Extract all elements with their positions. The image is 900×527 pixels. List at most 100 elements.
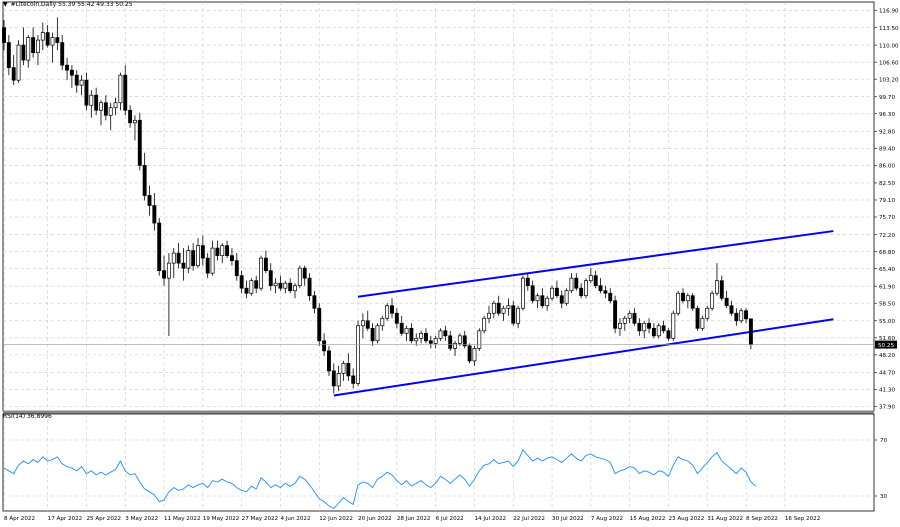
candle <box>11 55 16 86</box>
candle-body-down <box>399 322 404 334</box>
candle-body-up <box>380 317 385 327</box>
candle-body-down <box>690 295 695 309</box>
time-tick-label: 8 Apr 2022 <box>4 516 35 522</box>
candle-body-up <box>501 307 506 314</box>
time-tick-label: 11 May 2022 <box>164 516 200 522</box>
candle-body-up <box>414 337 419 342</box>
rsi-series-line <box>3 448 757 510</box>
candle <box>550 285 555 301</box>
candle <box>535 293 540 309</box>
candle <box>166 253 171 336</box>
candle-body-down <box>579 287 584 297</box>
time-tick-label: 15 Aug 2022 <box>630 516 666 522</box>
candle-body-down <box>205 257 210 274</box>
candle <box>360 313 365 339</box>
candle <box>705 305 710 321</box>
time-tick-label: 31 Aug 2022 <box>707 516 743 522</box>
candle-body-down <box>695 307 700 329</box>
candle-body-down <box>31 37 36 53</box>
price-tick-label: 89.40 <box>879 147 895 153</box>
candle <box>302 265 307 286</box>
candle <box>404 325 409 341</box>
candle <box>457 333 462 346</box>
price-tick-label: 55.00 <box>879 319 895 325</box>
candle <box>176 243 181 269</box>
candle-body-down <box>239 275 244 289</box>
candle <box>690 293 695 311</box>
candle-body-up <box>375 325 380 342</box>
candle-body-down <box>55 37 60 43</box>
candle <box>627 310 632 324</box>
candle <box>516 305 521 329</box>
candle-body-down <box>312 295 317 309</box>
candle-body-up <box>89 94 94 106</box>
candle-body-down <box>496 302 501 314</box>
candle-body-down <box>65 64 69 71</box>
candle-body-down <box>390 305 394 314</box>
candle-body-up <box>341 363 346 374</box>
candle-body-up <box>133 119 137 124</box>
candle-body-down <box>744 310 749 320</box>
candle <box>205 253 210 279</box>
candle <box>443 325 448 341</box>
time-tick-label: 4 Jun 2022 <box>280 516 310 522</box>
candle <box>128 105 133 128</box>
candle-body-up <box>220 245 225 256</box>
candle-body-down <box>661 325 666 332</box>
candle <box>632 308 637 326</box>
candle <box>593 270 598 289</box>
candle-body-up <box>487 312 491 319</box>
candle-body-up <box>472 347 477 362</box>
candle-body-down <box>176 252 181 264</box>
candle <box>579 283 584 299</box>
candle-body-down <box>11 67 16 81</box>
price-tick-label: 72.20 <box>879 233 895 239</box>
candle <box>239 270 244 294</box>
candle <box>501 305 506 321</box>
candle-body-down <box>409 327 414 342</box>
candle <box>331 363 336 394</box>
candle <box>414 333 419 346</box>
candle <box>181 248 186 281</box>
candle-body-down <box>331 370 336 387</box>
price-tick-label: 61.90 <box>879 284 895 290</box>
time-tick-label: 12 Jun 2022 <box>319 516 353 522</box>
candle-body-down <box>191 250 196 266</box>
candle-body-down <box>142 165 147 196</box>
candle <box>613 295 618 334</box>
candle-body-down <box>215 247 220 256</box>
candle-body-down <box>60 42 65 66</box>
candle-body-down <box>462 335 467 347</box>
candle-body-down <box>748 318 753 345</box>
candle-body-up <box>171 252 176 264</box>
candle-body-down <box>137 119 142 166</box>
candle-body-down <box>225 245 230 256</box>
candle <box>171 248 176 279</box>
price-tick-label: 79.10 <box>879 198 895 204</box>
candle-body-up <box>433 337 438 344</box>
candle-body-up <box>700 317 705 329</box>
candle <box>152 192 157 231</box>
rsi-tick-label: 70 <box>880 438 888 444</box>
candle-body-down <box>734 312 739 322</box>
candle-body-down <box>123 74 128 111</box>
candle-body-up <box>550 287 555 299</box>
price-tick-label: 48.20 <box>879 353 895 359</box>
candle <box>230 248 234 266</box>
candle-body-up <box>186 250 191 269</box>
candle-body-up <box>336 373 341 387</box>
candle <box>642 320 647 339</box>
time-tick-label: 19 May 2022 <box>203 516 239 522</box>
candle-layer <box>2 17 753 394</box>
candle <box>327 345 331 376</box>
candle <box>346 353 351 381</box>
candle <box>6 35 11 76</box>
candle <box>739 308 744 324</box>
candle-body-down <box>637 322 642 332</box>
price-tick-label: 65.40 <box>879 267 895 273</box>
candle-body-up <box>35 39 40 53</box>
candle <box>26 35 31 68</box>
candle <box>365 310 370 331</box>
